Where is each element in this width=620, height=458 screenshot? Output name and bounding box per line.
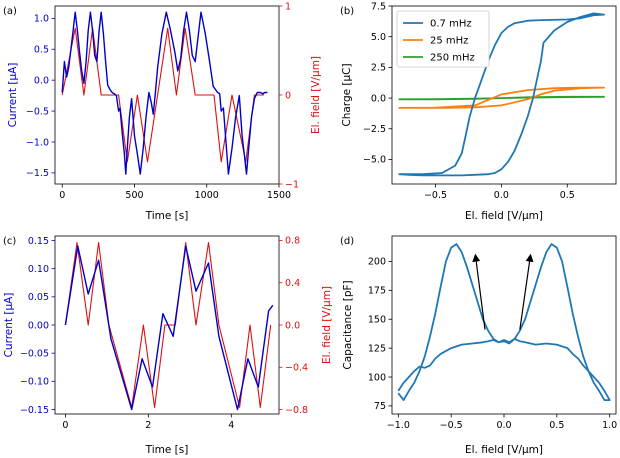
c-ytick-right-label-4: 0.8 <box>285 236 300 247</box>
b-ytick-left-label-2: 0.0 <box>371 93 386 104</box>
a-series-field <box>61 27 264 163</box>
panel-a-plot: 0 500 1000 1500 −1.5 −1.0 −0.5 0.0 0.5 1.0 −1 0 1 <box>26 1 299 201</box>
a-xtick-label-0: 0 <box>59 190 65 201</box>
d-ytick-left-label-1: 100 <box>368 372 386 383</box>
c-ytick-left-label-5: 0.10 <box>28 264 49 275</box>
panel-d-ylabel: Capacitance [pF] <box>342 280 354 369</box>
b-ytick-left-label-1: −2.5 <box>363 124 386 135</box>
panel-c-ylabel-left: Current [μA] <box>3 293 15 358</box>
a-xtick-label-3: 1500 <box>267 190 291 201</box>
panel-c-label: (c) <box>3 236 16 247</box>
d-ytick-left-label-4: 175 <box>368 286 386 297</box>
c-ytick-left-label-3: 0.00 <box>28 320 49 331</box>
d-series-capacitance <box>397 243 611 402</box>
panel-d-frame <box>391 235 617 415</box>
c-ytick-right-label-3: 0.4 <box>285 278 300 289</box>
a-xtick-label-2: 1000 <box>195 190 219 201</box>
d-xtick-label-3: 0.5 <box>549 420 564 431</box>
a-ytick-left-label-0: −1.5 <box>26 168 49 179</box>
a-ytick-right-label-1: 0 <box>285 90 291 101</box>
panel-c-plot: 0 2 4 −0.15 −0.10 −0.05 0.00 0.05 0.10 0.15 −0.8 −0… <box>20 236 308 431</box>
panel-b: (b) −0.5 0.0 0.5 −5.0 −2.5 0.0 2.5 5.0 7.5 0.7 mH… <box>340 1 617 222</box>
a-ytick-left-label-1: −1.0 <box>26 137 49 148</box>
a-series-group <box>61 11 268 175</box>
b-series-1 <box>398 86 605 109</box>
b-series-group <box>398 12 605 177</box>
c-xtick-label-1: 2 <box>145 420 151 431</box>
b-legend-label-0: 0.7 mHz <box>430 19 472 30</box>
panel-d-plot: −1.0 −0.5 0.0 0.5 1.0 75 100 125 150 175 200 <box>368 243 617 431</box>
d-xtick-label-0: −1.0 <box>387 420 410 431</box>
panel-d-xlabel: El. field [V/μm] <box>465 444 543 456</box>
c-ytick-left-label-2: −0.05 <box>20 348 49 359</box>
a-ytick-left-label-3: 0.0 <box>34 75 49 86</box>
panel-b-ylabel: Charge [μC] <box>341 63 353 126</box>
c-ytick-right-label-1: −0.4 <box>285 363 308 374</box>
d-ytick-left-label-2: 125 <box>368 343 386 354</box>
panel-b-plot: −0.5 0.0 0.5 −5.0 −2.5 0.0 2.5 5.0 7.5 0.7 mHz 25 … <box>363 1 605 201</box>
c-ytick-left-label-1: −0.10 <box>20 377 49 388</box>
b-xtick-label-2: 0.5 <box>560 190 575 201</box>
c-xtick-label-2: 4 <box>228 420 234 431</box>
d-arrow-0 <box>472 253 486 330</box>
panel-c: (c) 0 2 4 −0.15 −0.10 −0.05 0.00 0.05 0.10 0.15 −0… <box>3 235 333 456</box>
panel-a-label: (a) <box>3 6 17 17</box>
c-ytick-left-label-0: −0.15 <box>20 405 49 416</box>
a-xtick-label-1: 500 <box>125 190 143 201</box>
d-ytick-left-label-3: 150 <box>368 315 386 326</box>
panel-d: (d) −1.0 −0.5 0.0 0.5 1.0 75 100 125 150 175 200 E… <box>340 235 617 456</box>
b-series-2 <box>398 95 605 101</box>
panel-a-xlabel: Time [s] <box>145 210 189 222</box>
panel-c-xlabel: Time [s] <box>145 444 189 456</box>
a-ytick-left-label-5: 1.0 <box>34 14 49 25</box>
panel-d-label: (d) <box>340 236 354 247</box>
d-xtick-label-4: 1.0 <box>602 420 617 431</box>
c-ytick-right-label-2: 0.0 <box>285 320 300 331</box>
c-series-group <box>64 242 274 411</box>
panel-c-ylabel-right: El. field [V/μm] <box>321 286 333 364</box>
a-ytick-left-label-4: 0.5 <box>34 45 49 56</box>
d-arrow-1 <box>519 253 534 330</box>
b-legend-box <box>396 10 490 68</box>
a-ytick-left-label-2: −0.5 <box>26 106 49 117</box>
a-ytick-right-label-2: 1 <box>285 1 291 12</box>
c-ytick-left-label-6: 0.15 <box>28 236 49 247</box>
d-ytick-left-label-0: 75 <box>374 401 386 412</box>
c-ytick-right-label-0: −0.8 <box>285 405 308 416</box>
panel-a-ylabel-right: El. field [V/μm] <box>310 56 322 134</box>
b-legend-label-1: 25 mHz <box>430 36 468 47</box>
d-xtick-label-2: 0.0 <box>496 420 511 431</box>
a-ytick-right-label-0: −1 <box>285 179 299 190</box>
d-series-group <box>397 243 611 402</box>
b-ytick-left-label-3: 2.5 <box>371 63 386 74</box>
d-ytick-left-label-5: 200 <box>368 257 386 268</box>
panel-b-frame <box>391 5 617 185</box>
panel-b-xlabel: El. field [V/μm] <box>465 210 543 222</box>
b-legend-label-2: 250 mHz <box>430 53 475 64</box>
a-series-current <box>61 11 268 175</box>
b-ytick-left-label-4: 5.0 <box>371 32 386 43</box>
c-ytick-left-label-4: 0.05 <box>28 292 49 303</box>
b-xtick-label-0: −0.5 <box>424 190 447 201</box>
panel-a-ylabel-left: Current [μA] <box>7 63 19 128</box>
d-xtick-label-1: −0.5 <box>440 420 463 431</box>
c-xtick-label-0: 0 <box>62 420 68 431</box>
b-ytick-left-label-0: −5.0 <box>363 155 386 166</box>
panel-a: (a) 0 500 1000 1500−1.5−1.0−0.50.00.51.0−10… <box>3 1 322 222</box>
b-series-0 <box>398 12 605 177</box>
b-xtick-label-1: 0.0 <box>494 190 509 201</box>
b-ytick-left-label-5: 7.5 <box>371 1 386 12</box>
c-series-current <box>64 245 274 411</box>
panel-b-label: (b) <box>340 6 354 17</box>
